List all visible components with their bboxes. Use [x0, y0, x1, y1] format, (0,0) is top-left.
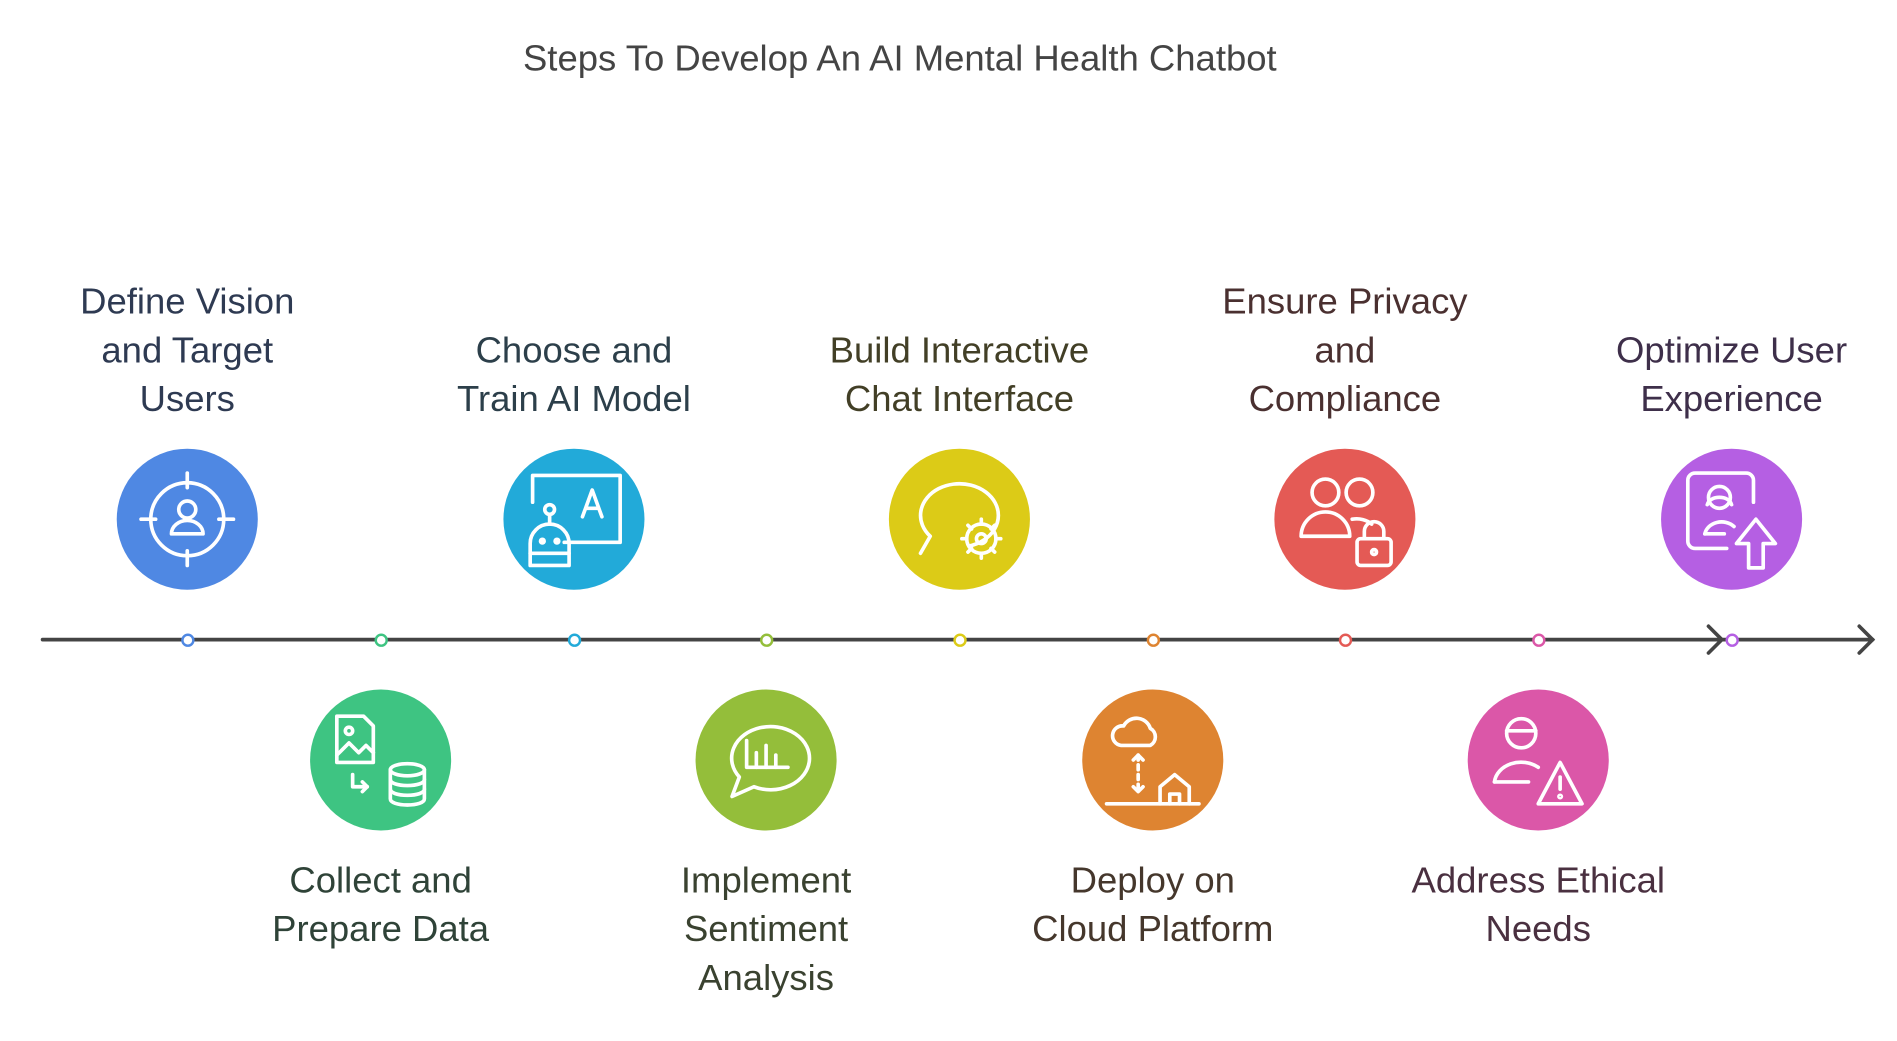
timeline-marker — [759, 632, 773, 647]
timeline-marker — [1338, 632, 1352, 647]
user-upgrade-icon — [1685, 471, 1778, 570]
step-label: Build Interactive Chat Interface — [801, 327, 1117, 424]
step-label-line: Train AI Model — [457, 379, 691, 420]
step-label: Ensure Privacy and Compliance — [1187, 278, 1503, 424]
chat-chart-icon — [729, 724, 812, 799]
step-label-line: Ensure Privacy — [1222, 282, 1468, 323]
step-label-line: Analysis — [698, 958, 835, 999]
step-label-line: Cloud Platform — [1032, 909, 1274, 950]
target-user-icon — [139, 471, 236, 568]
robot-board-icon — [528, 473, 622, 568]
step-label: Address Ethical Needs — [1380, 857, 1696, 954]
user-warning-icon — [1492, 716, 1584, 806]
arrowhead-icon — [1857, 624, 1876, 655]
step-label: Choose and Train AI Model — [416, 327, 732, 424]
step-label-line: Choose and — [475, 330, 673, 371]
step-label-line: Build Interactive — [829, 330, 1090, 371]
image-database-icon — [335, 714, 427, 807]
timeline-marker — [373, 632, 388, 647]
timeline-marker — [1146, 632, 1160, 647]
timeline-marker — [567, 632, 581, 647]
step-circle — [888, 448, 1030, 590]
step-circle — [1467, 689, 1609, 831]
step-label-line: Collect and — [289, 860, 472, 902]
step-circle — [503, 448, 645, 590]
step-label: Define Vision and Target Users — [29, 278, 345, 424]
step-label-line: Needs — [1485, 909, 1591, 950]
step-circle — [1274, 448, 1416, 590]
cloud-deploy-icon — [1104, 716, 1201, 806]
step-label-line: Optimize User — [1616, 330, 1848, 371]
step-label-line: Experience — [1640, 379, 1823, 420]
chevron-marker-icon — [1706, 624, 1725, 655]
step-label-line: and Target — [101, 330, 274, 371]
step-label: Optimize User Experience — [1574, 327, 1890, 424]
step-circle — [1082, 689, 1224, 831]
step-label-line: Sentiment — [683, 909, 849, 950]
step-circle — [695, 689, 837, 831]
timeline-marker — [180, 632, 194, 647]
step-label-line: Deploy on — [1070, 860, 1235, 902]
step-label-line: Prepare Data — [272, 909, 490, 950]
users-lock-icon — [1299, 477, 1393, 568]
step-label-line: Define Vision — [80, 282, 295, 323]
chat-gear-icon — [918, 481, 1003, 560]
step-label: Collect and Prepare Data — [223, 857, 539, 954]
step-circle — [116, 448, 258, 590]
step-label-line: Users — [139, 379, 235, 420]
step-label-line: Address Ethical — [1411, 860, 1665, 902]
timeline-marker — [1531, 632, 1545, 647]
step-label: Implement Sentiment Analysis — [608, 857, 924, 1003]
step-circle — [310, 689, 452, 831]
timeline-marker — [1724, 632, 1739, 647]
timeline-marker — [952, 632, 967, 647]
diagram-title: Steps To Develop An AI Mental Health Cha… — [522, 38, 1277, 80]
step-label-line: Compliance — [1248, 379, 1442, 420]
step-label-line: Implement — [680, 860, 852, 902]
step-label: Deploy on Cloud Platform — [995, 857, 1311, 954]
step-circle — [1661, 448, 1803, 590]
step-label-line: Chat Interface — [844, 379, 1074, 420]
step-label-line: and — [1314, 330, 1376, 371]
